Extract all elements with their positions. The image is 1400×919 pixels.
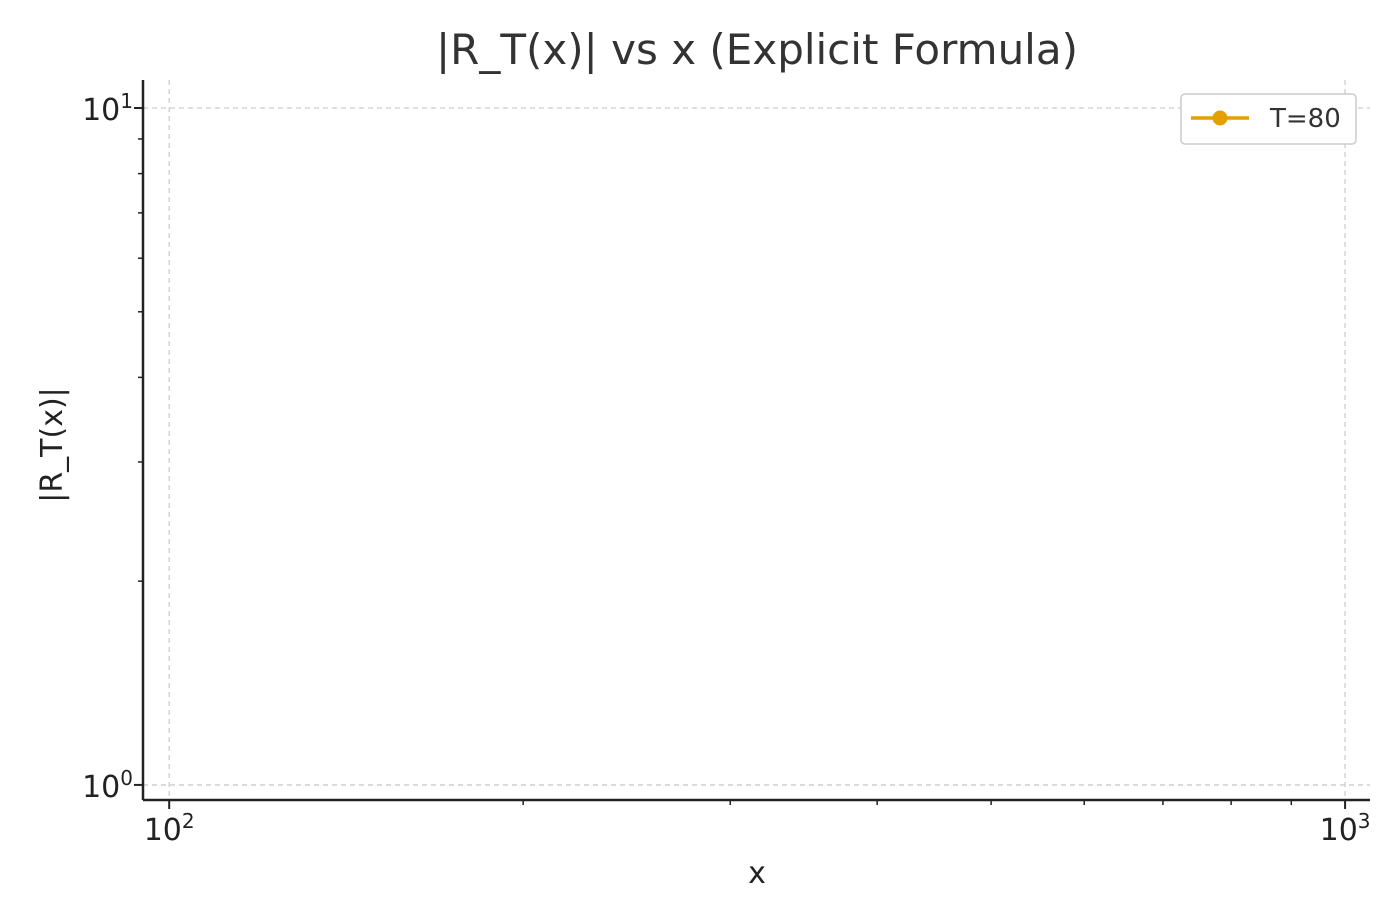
x-tick-label: 103	[1320, 809, 1371, 848]
x-tick-label: 102	[144, 809, 195, 848]
y-axis-label: |R_T(x)|	[35, 387, 70, 503]
chart-title: |R_T(x)| vs x (Explicit Formula)	[436, 25, 1078, 74]
x-axis-label: x	[748, 856, 766, 891]
minor-ticks	[138, 138, 1293, 805]
legend-label: T=80	[1269, 104, 1341, 134]
grid	[143, 80, 1370, 800]
y-tick-label: 100	[82, 766, 133, 805]
legend-marker	[1212, 110, 1228, 126]
major-ticks: 102 103 100 101	[82, 89, 1370, 848]
legend-box	[1180, 93, 1357, 145]
y-tick-label: 101	[82, 89, 133, 128]
legend: T=80	[1180, 93, 1357, 145]
